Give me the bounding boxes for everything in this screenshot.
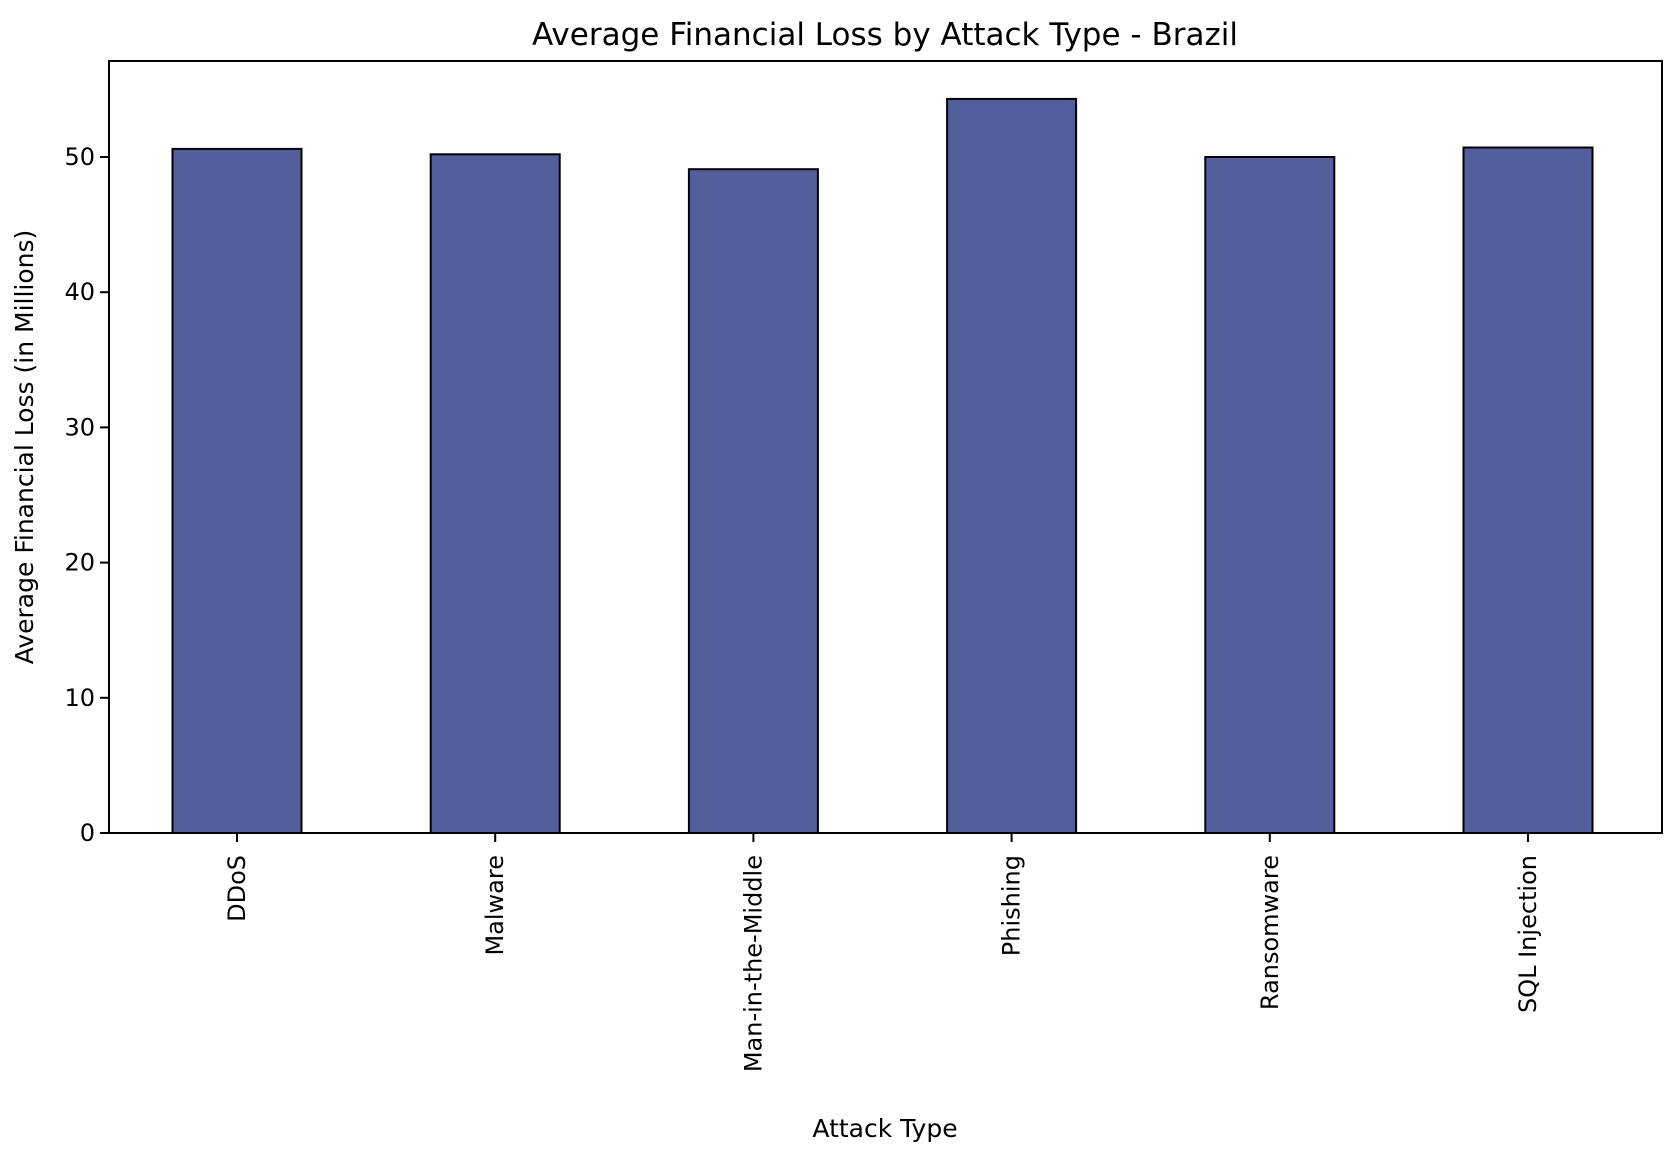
x-axis-label: Attack Type	[812, 1114, 957, 1143]
y-tick-label: 30	[64, 413, 95, 441]
x-tick-label: DDoS	[223, 855, 251, 922]
y-tick-label: 0	[80, 819, 95, 847]
x-tick-label: Malware	[481, 855, 509, 956]
chart-title: Average Financial Loss by Attack Type - …	[532, 17, 1238, 53]
x-tick-label: Man-in-the-Middle	[739, 855, 767, 1072]
y-tick-label: 40	[64, 278, 95, 306]
x-tick-label: Phishing	[998, 855, 1026, 956]
bar-man-in-the-middle	[687, 168, 819, 834]
y-ticks-group: 0 10 20 30 40 50	[64, 143, 109, 847]
bars-group	[171, 97, 1594, 835]
y-tick-label: 20	[64, 549, 95, 577]
bar-malware	[429, 153, 561, 835]
plot-frame	[108, 60, 1663, 834]
bar-ransomware	[1204, 156, 1336, 834]
x-tick-label: SQL Injection	[1514, 855, 1542, 1013]
x-ticks-group: DDoS Malware Man-in-the-Middle Phishing Rans…	[223, 833, 1542, 1072]
bar-sql-injection	[1462, 146, 1594, 834]
bar-ddos	[171, 147, 303, 834]
x-tick-label: Ransomware	[1256, 855, 1284, 1010]
y-tick-label: 50	[64, 143, 95, 171]
y-axis-label: Average Financial Loss (in Millions)	[10, 230, 39, 665]
bar-phishing	[946, 97, 1078, 834]
y-tick-label: 10	[64, 684, 95, 712]
